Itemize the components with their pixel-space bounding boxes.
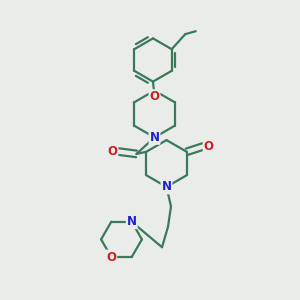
Text: O: O (106, 250, 116, 264)
Text: N: N (149, 131, 160, 144)
Text: O: O (149, 90, 160, 103)
Text: N: N (161, 180, 172, 194)
Text: N: N (127, 215, 137, 228)
Text: O: O (204, 140, 214, 153)
Text: O: O (107, 145, 118, 158)
